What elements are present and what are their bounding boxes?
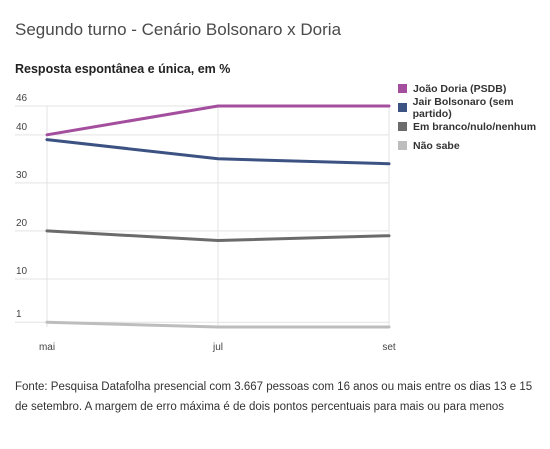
- y-tick-label-46: 46: [16, 93, 28, 104]
- x-tick-label-set: set: [382, 342, 396, 353]
- legend-label: Não sabe: [413, 139, 460, 152]
- legend-item-4: Não sabe: [398, 136, 550, 155]
- legend-label: Jair Bolsonaro (sem partido): [412, 95, 514, 120]
- legend-label: João Doria (PSDB): [413, 82, 507, 95]
- series-line-4: [45, 320, 391, 329]
- y-tick-label-30: 30: [16, 170, 28, 181]
- y-tick-label-20: 20: [16, 218, 28, 229]
- legend-swatch: [398, 84, 407, 93]
- legend-swatch: [398, 103, 407, 112]
- chart-subtitle: Resposta espontânea e única, em %: [15, 62, 231, 76]
- legend-item-1: João Doria (PSDB): [398, 79, 550, 98]
- series-line-3: [45, 229, 391, 242]
- series-line-2: [45, 138, 391, 166]
- y-tick-label-40: 40: [16, 122, 28, 133]
- legend-swatch: [398, 122, 407, 131]
- x-tick-label-jul: jul: [212, 342, 223, 353]
- legend-item-3: Em branco/nulo/nenhum: [398, 117, 550, 136]
- series-line-1: [45, 104, 391, 137]
- legend-label: Em branco/nulo/nenhum: [413, 120, 537, 133]
- chart-title: Segundo turno - Cenário Bolsonaro x Dori…: [15, 20, 342, 39]
- y-tick-label-10: 10: [16, 266, 28, 277]
- legend-swatch: [398, 141, 407, 150]
- source-note: Fonte: Pesquisa Datafolha presencial com…: [15, 381, 533, 413]
- chart-legend: João Doria (PSDB) Jair Bolsonaro (sem par…: [398, 79, 550, 155]
- x-tick-label-mai: mai: [39, 342, 55, 353]
- y-tick-label-1: 1: [16, 309, 22, 320]
- legend-item-2: Jair Bolsonaro (sem partido): [398, 95, 550, 120]
